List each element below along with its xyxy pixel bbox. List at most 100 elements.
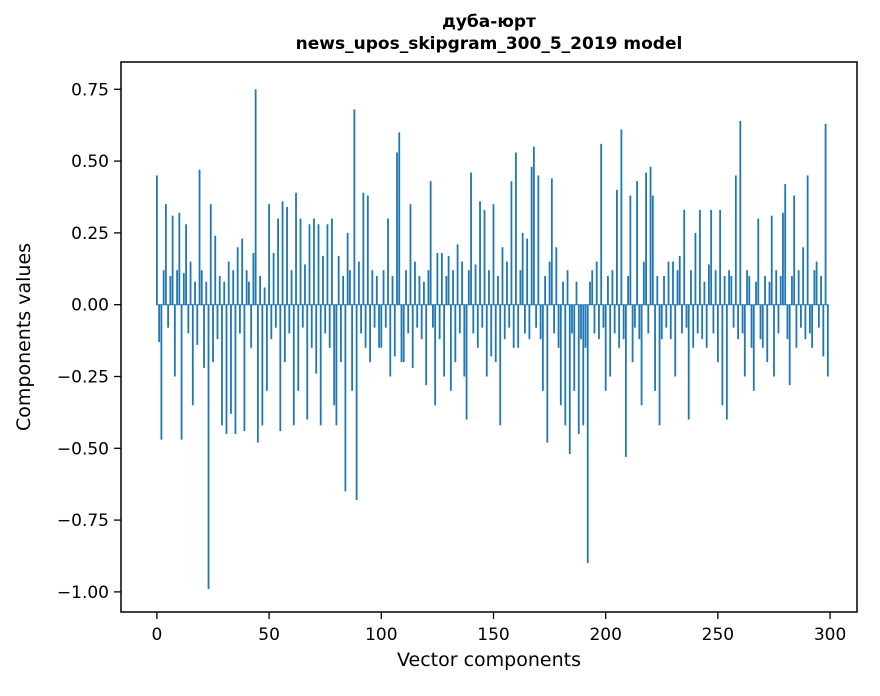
bar bbox=[337, 255, 340, 305]
bars-group bbox=[156, 89, 829, 590]
chart-title-line2: news_upos_skipgram_300_5_2019 model bbox=[296, 34, 683, 54]
bar bbox=[232, 270, 235, 305]
bar bbox=[463, 304, 466, 377]
bar bbox=[290, 270, 293, 305]
y-tick-label: −0.50 bbox=[57, 439, 109, 459]
bar bbox=[288, 304, 291, 334]
x-tick-label: 0 bbox=[151, 625, 162, 645]
bar bbox=[568, 304, 571, 455]
bar bbox=[194, 281, 196, 305]
bar bbox=[254, 89, 257, 305]
bar bbox=[705, 304, 708, 348]
bar bbox=[256, 304, 259, 443]
bar bbox=[207, 304, 210, 590]
bar bbox=[304, 264, 306, 305]
bar bbox=[755, 281, 757, 305]
ticks-group: 0.75 0.50 0.25 0.00 −0.25 −0.50 −0.75 −1.00 0 50 1… bbox=[57, 80, 846, 645]
bar bbox=[236, 247, 239, 305]
bar bbox=[420, 304, 423, 340]
bar bbox=[678, 255, 681, 305]
bar bbox=[178, 212, 181, 305]
bar bbox=[719, 209, 722, 305]
bar bbox=[752, 304, 755, 391]
bar bbox=[618, 304, 621, 348]
bar bbox=[389, 304, 392, 377]
bar bbox=[573, 304, 576, 391]
bar bbox=[198, 169, 201, 305]
bar bbox=[230, 304, 232, 414]
bar bbox=[775, 270, 778, 305]
x-axis-label: Vector components bbox=[397, 649, 581, 671]
x-tick-label: 150 bbox=[477, 625, 509, 645]
bar bbox=[562, 281, 564, 305]
bar bbox=[452, 270, 454, 305]
bar bbox=[467, 270, 470, 305]
bar bbox=[584, 304, 587, 348]
y-tick-label: 0.00 bbox=[71, 296, 109, 316]
bar bbox=[730, 275, 733, 305]
bar bbox=[470, 172, 472, 305]
bar bbox=[391, 275, 394, 305]
bar bbox=[156, 175, 158, 305]
bar bbox=[474, 264, 477, 305]
bar bbox=[797, 270, 800, 305]
y-tick-label: −0.25 bbox=[57, 367, 109, 387]
bar bbox=[461, 261, 463, 305]
bar bbox=[189, 261, 192, 305]
bar bbox=[445, 275, 448, 305]
bar bbox=[607, 275, 609, 305]
bar bbox=[375, 275, 378, 305]
bar bbox=[351, 304, 354, 391]
bar bbox=[728, 270, 730, 305]
bar bbox=[694, 232, 697, 305]
bar bbox=[508, 304, 511, 328]
bar bbox=[405, 270, 407, 305]
bar bbox=[315, 304, 318, 374]
bar bbox=[261, 304, 264, 426]
bar bbox=[622, 304, 625, 340]
bar bbox=[160, 304, 163, 440]
bar bbox=[703, 281, 706, 305]
bar bbox=[595, 261, 598, 305]
y-axis-label: Components values bbox=[13, 243, 35, 431]
bar bbox=[205, 281, 208, 305]
bar bbox=[685, 304, 688, 328]
bar bbox=[283, 304, 286, 363]
bar bbox=[239, 304, 241, 334]
bar bbox=[196, 304, 199, 345]
bar bbox=[779, 275, 782, 305]
bar bbox=[530, 166, 533, 305]
bar bbox=[414, 261, 416, 305]
bar bbox=[640, 304, 643, 406]
bar bbox=[234, 304, 237, 434]
bar bbox=[223, 281, 226, 305]
bar bbox=[241, 238, 244, 305]
bar bbox=[326, 224, 329, 305]
bar bbox=[532, 146, 535, 305]
bar bbox=[402, 304, 405, 363]
bar bbox=[649, 166, 652, 305]
bar bbox=[813, 270, 816, 305]
bar bbox=[631, 304, 634, 363]
bar bbox=[582, 304, 585, 426]
y-tick-label: 0.50 bbox=[71, 152, 109, 172]
bar bbox=[499, 304, 502, 426]
bar bbox=[324, 304, 327, 334]
bar bbox=[750, 304, 753, 348]
bar bbox=[301, 304, 304, 328]
bar bbox=[378, 304, 380, 348]
bar bbox=[225, 304, 228, 434]
bar bbox=[362, 192, 365, 305]
bar bbox=[400, 304, 403, 363]
bar bbox=[602, 304, 605, 328]
bar bbox=[651, 195, 654, 305]
bar bbox=[633, 304, 636, 328]
bar bbox=[690, 270, 692, 305]
bar bbox=[465, 304, 468, 420]
bar bbox=[481, 304, 484, 328]
bar bbox=[714, 270, 717, 305]
bar bbox=[185, 224, 187, 305]
bar bbox=[512, 304, 515, 348]
bar bbox=[497, 275, 499, 305]
